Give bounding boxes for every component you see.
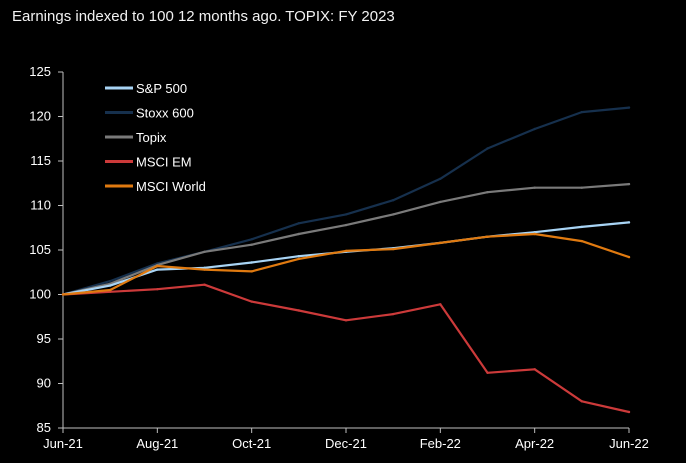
x-axis-ticks: Jun-21 Aug-21 Oct-21 Dec-21 Feb-22 Apr-22 Jun-… [43,428,649,451]
data-point [439,241,442,245]
data-point [203,268,206,271]
data-point [439,303,442,306]
data-point [109,284,112,287]
y-tick-label: 85 [37,420,51,435]
data-point [627,106,631,109]
data-point [533,232,536,236]
x-tick-label: Apr-22 [515,436,554,451]
x-tick-label: Aug-21 [136,436,178,451]
series-line-msci-world [61,232,631,296]
chart-title: Earnings indexed to 100 12 months ago. T… [12,8,395,25]
data-point [250,243,253,246]
data-point [109,279,112,283]
data-point [627,182,631,186]
data-point [392,213,395,216]
data-point [392,312,395,316]
y-tick-label: 100 [29,287,51,302]
y-tick-label: 95 [37,331,51,346]
y-axis-ticks: 85 90 95 100 105 110 115 120 125 [29,64,63,435]
legend-label: Stoxx 600 [136,106,194,121]
data-point [250,300,253,303]
data-point [486,147,489,150]
data-point [627,410,631,414]
data-point [580,110,583,114]
data-point [486,191,489,194]
data-point [250,238,253,241]
x-tick-label: Feb-22 [420,436,461,451]
data-point [203,266,206,269]
data-point [344,249,348,253]
data-point [533,186,536,189]
data-point [344,223,348,227]
data-point [297,222,300,225]
data-point [533,231,536,234]
data-point [533,127,536,131]
data-point [61,293,65,296]
legend-label: Topix [136,130,167,145]
x-tick-label: Jun-22 [609,436,649,451]
data-point [627,255,631,259]
x-tick-label: Dec-21 [325,436,367,451]
data-point [250,261,253,264]
y-tick-label: 120 [29,109,51,124]
data-point [486,235,489,238]
data-point [486,371,489,374]
series-line-msci-em [61,283,631,414]
data-point [156,264,159,268]
data-point [344,319,348,322]
data-point [297,255,300,258]
data-point [203,283,206,286]
y-tick-label: 115 [30,153,51,168]
data-point [203,250,206,253]
series-line-topix [61,183,631,296]
data-point [392,247,395,251]
data-point [533,368,536,371]
data-point [250,270,253,273]
legend-label: MSCI EM [136,155,192,170]
y-tick-label: 125 [29,64,51,79]
data-point [439,177,442,180]
data-point [109,288,112,292]
legend: S&P 500 Stoxx 600 Topix MSCI EM MSCI World [105,81,206,194]
data-point [580,400,583,403]
y-tick-label: 90 [37,376,51,391]
legend-label: S&P 500 [136,81,187,96]
series-line-s-p-500 [61,221,631,296]
y-tick-label: 110 [30,198,51,213]
y-tick-label: 105 [29,242,51,257]
data-point [580,225,583,229]
x-tick-label: Jun-21 [43,436,83,451]
data-point [297,309,300,312]
x-tick-label: Oct-21 [232,436,271,451]
series-lines [61,106,631,414]
data-point [109,290,112,293]
legend-label: MSCI World [136,179,206,194]
data-point [156,268,159,271]
data-point [627,221,631,224]
data-point [580,239,583,243]
data-point [392,199,395,202]
data-point [297,232,300,236]
data-point [580,186,583,189]
data-point [344,213,348,216]
data-point [439,200,442,204]
data-point [297,257,300,261]
data-point [156,288,159,291]
